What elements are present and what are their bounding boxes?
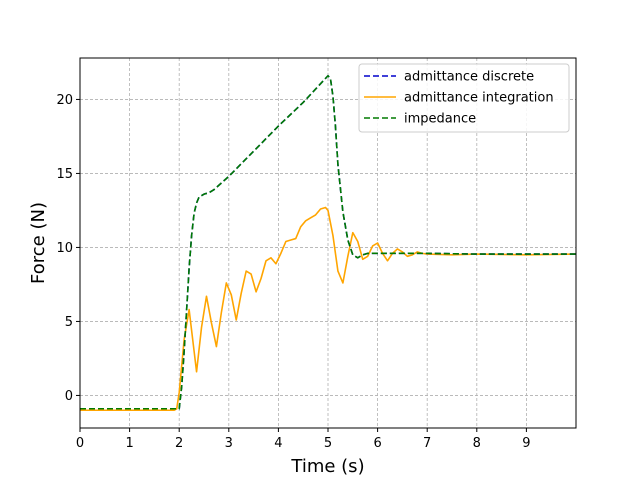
y-tick-label: 0	[65, 389, 73, 404]
y-tick-label: 15	[56, 167, 73, 182]
series-lines	[80, 74, 577, 412]
legend-label: admittance discrete	[404, 70, 534, 85]
x-tick-label: 4	[274, 436, 282, 451]
series-line-impedance	[80, 74, 576, 410]
x-tick-label: 7	[423, 436, 431, 451]
x-axis-label: Time (s)	[290, 456, 364, 477]
legend-label: impedance	[404, 112, 476, 127]
y-tick-label: 10	[56, 241, 73, 256]
y-axis-label: Force (N)	[28, 202, 49, 284]
x-tick-label: 3	[225, 436, 233, 451]
y-tick-label: 20	[56, 93, 73, 108]
legend-box	[358, 63, 570, 133]
axis-ticks: 0 1 2 3 4 5 6 7 8 9 0 5 10 15 20	[56, 93, 530, 451]
x-tick-label: 6	[373, 436, 381, 451]
y-tick-label: 5	[65, 315, 73, 330]
x-tick-label: 1	[125, 436, 133, 451]
legend: admittance discrete admittance integratio…	[358, 63, 570, 133]
x-tick-label: 9	[522, 436, 530, 451]
x-tick-label: 5	[324, 436, 332, 451]
x-tick-label: 0	[76, 436, 84, 451]
x-tick-label: 2	[175, 436, 183, 451]
series-line-admittance-integration	[80, 206, 577, 412]
legend-label: admittance integration	[404, 91, 554, 106]
x-tick-label: 8	[473, 436, 481, 451]
